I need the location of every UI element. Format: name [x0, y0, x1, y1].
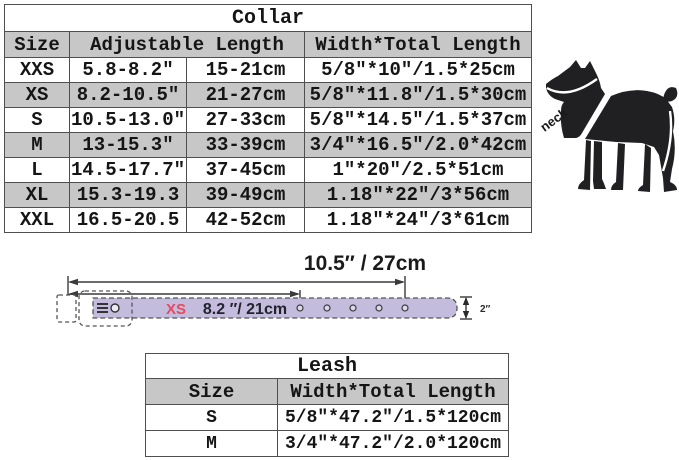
collar-row-cm: 39-49cm	[187, 183, 304, 207]
collar-row-size: XS	[5, 83, 69, 107]
collar-line	[546, 78, 598, 94]
leash-size-table: Leash Size Width*Total Length S 5/8″*47.…	[145, 353, 509, 457]
collar-row-cm: 27-33cm	[187, 108, 304, 132]
collar-row-width-total: 1.18″*24″/3*61cm	[305, 208, 531, 232]
collar-row-cm: 37-45cm	[187, 158, 304, 182]
collar-strap-size-label: XS	[166, 301, 186, 318]
dog-silhouette-icon	[546, 60, 678, 192]
collar-size-table: Collar Size Adjustable Length Width*Tota…	[4, 4, 532, 233]
collar-row-width-total: 1″*20″/2.5*51cm	[305, 158, 531, 182]
collar-table-title: Collar	[5, 5, 531, 31]
strap-width-label: 2″	[480, 304, 491, 315]
collar-row-size: S	[5, 108, 69, 132]
leash-header-size: Size	[146, 379, 277, 404]
collar-header-width-total-length: Width*Total Length	[305, 32, 531, 57]
leash-row-size: S	[146, 405, 277, 430]
collar-measurement-diagram: 10.5″ / 27cm XS 8.2 ″/ 21	[56, 252, 491, 327]
collar-row-inches: 10.5-13.0″	[70, 108, 186, 132]
collar-row-width-total: 5/8″*10″/1.5*25cm	[305, 58, 531, 82]
collar-strap	[92, 297, 458, 319]
collar-row-cm: 42-52cm	[187, 208, 304, 232]
collar-first-hole-label: 8.2 ″/ 21cm	[203, 301, 287, 318]
collar-row-inches: 5.8-8.2″	[70, 58, 186, 82]
collar-row-inches: 14.5-17.7″	[70, 158, 186, 182]
collar-header-adjustable-length: Adjustable Length	[70, 32, 304, 57]
collar-row-size: XXS	[5, 58, 69, 82]
collar-total-length-label: 10.5″ / 27cm	[304, 252, 426, 275]
collar-row-cm: 21-27cm	[187, 83, 304, 107]
collar-row-inches: 8.2-10.5″	[70, 83, 186, 107]
strap-width-arrowheads	[462, 297, 470, 319]
collar-row-inches: 13-15.3″	[70, 133, 186, 157]
collar-row-size: XL	[5, 183, 69, 207]
collar-row-inches: 16.5-20.5	[70, 208, 186, 232]
hindquarter-stripe	[661, 110, 673, 172]
collar-header-size: Size	[5, 32, 69, 57]
leash-row-width-total: 3/4″*47.2″/2.0*120cm	[278, 431, 508, 456]
collar-row-size: L	[5, 158, 69, 182]
collar-row-size: XXL	[5, 208, 69, 232]
collar-row-cm: 33-39cm	[187, 133, 304, 157]
leash-row-size: M	[146, 431, 277, 456]
leash-row-width-total: 5/8″*47.2″/1.5*120cm	[278, 405, 508, 430]
collar-row-width-total: 1.18″*22″/3*56cm	[305, 183, 531, 207]
collar-row-width-total: 5/8″*14.5″/1.5*37cm	[305, 108, 531, 132]
collar-row-inches: 15.3-19.3	[70, 183, 186, 207]
collar-row-width-total: 5/8″*11.8″/1.5*30cm	[305, 83, 531, 107]
strap-holes	[296, 304, 409, 312]
leash-header-width-total-length: Width*Total Length	[278, 379, 508, 404]
dog-neck-diagram: neck	[540, 60, 678, 192]
collar-row-cm: 15-21cm	[187, 58, 304, 82]
buckle-icon	[97, 303, 120, 313]
leash-table-title: Leash	[146, 354, 508, 378]
collar-row-size: M	[5, 133, 69, 157]
buckle-tip-outline	[56, 294, 77, 323]
collar-row-width-total: 3/4″*16.5″/2.0*42cm	[305, 133, 531, 157]
